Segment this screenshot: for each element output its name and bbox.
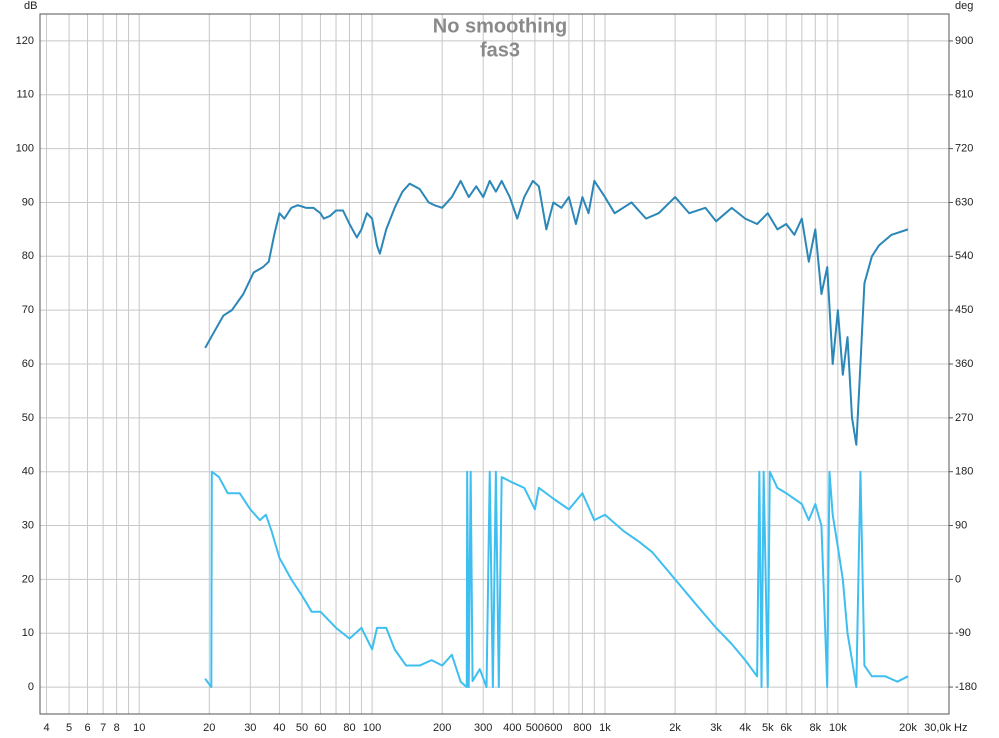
y2-tick-label: 0: [955, 573, 961, 585]
x-tick-label: 400: [503, 722, 521, 734]
x-tick-label: 200: [433, 722, 451, 734]
x-tick-label: 7: [100, 722, 106, 734]
y-tick-label: 10: [22, 627, 34, 639]
x-tick-label: 10: [133, 722, 145, 734]
y-tick-label: 80: [22, 250, 34, 262]
y-tick-label: 120: [16, 35, 34, 47]
y-tick-label: 90: [22, 196, 34, 208]
y-tick-label: 20: [22, 573, 34, 585]
x-tick-label: 300: [474, 722, 492, 734]
y-tick-label: 30: [22, 519, 34, 531]
x-tick-label: 10k: [829, 722, 847, 734]
y2-tick-label: 810: [955, 89, 973, 101]
x-tick-label: 6: [84, 722, 90, 734]
plot-lines: [204, 179, 909, 689]
x-tick-label: 4k: [739, 722, 751, 734]
y2-tick-label: 720: [955, 143, 973, 155]
x-tick-label: 40: [273, 722, 285, 734]
y-tick-label: 50: [22, 412, 34, 424]
series-line: [204, 470, 909, 689]
y-tick-label: 70: [22, 304, 34, 316]
x-tick-label: 600: [544, 722, 562, 734]
x-tick-label: 500: [526, 722, 544, 734]
x-tick-label: 20: [203, 722, 215, 734]
x-tick-label: 100: [363, 722, 381, 734]
y2-tick-label: 270: [955, 412, 973, 424]
x-tick-label: 5k: [762, 722, 774, 734]
x-axis-label: Hz: [954, 722, 967, 734]
x-tick-label: 800: [573, 722, 591, 734]
y2-tick-label: 900: [955, 35, 973, 47]
x-tick-label: 1k: [599, 722, 611, 734]
y2-tick-label: 90: [955, 519, 967, 531]
x-tick-label: 80: [343, 722, 355, 734]
chart-subtitle: fas3: [480, 39, 520, 61]
x-tick-label: 4: [43, 722, 49, 734]
x-tick-label: 5: [66, 722, 72, 734]
y2-tick-label: 630: [955, 196, 973, 208]
y-tick-label: 100: [16, 143, 34, 155]
x-tick-label: 8: [114, 722, 120, 734]
x-tick-label: 60: [314, 722, 326, 734]
x-tick-label: 6k: [780, 722, 792, 734]
y-tick-label: 60: [22, 358, 34, 370]
y-tick-label: 110: [16, 89, 34, 101]
y2-tick-label: 180: [955, 466, 973, 478]
x-tick-label: 20k: [899, 722, 917, 734]
y2-tick-label: 360: [955, 358, 973, 370]
y2-tick-label: 540: [955, 250, 973, 262]
y-tick-label: 0: [28, 681, 34, 693]
y-tick-label: 40: [22, 466, 34, 478]
x-tick-label: 3k: [710, 722, 722, 734]
chart-title: No smoothing: [433, 15, 567, 37]
y2-tick-label: 450: [955, 304, 973, 316]
x-tick-label: 30: [244, 722, 256, 734]
y2-tick-label: -180: [955, 681, 977, 693]
y2-axis-label: deg: [955, 0, 973, 12]
x-tick-label: 8k: [810, 722, 822, 734]
x-tick-label: 30,0k: [924, 722, 951, 734]
x-tick-label: 50: [296, 722, 308, 734]
y2-tick-label: -90: [955, 627, 971, 639]
grid: [40, 14, 950, 714]
y-axis-label: dB: [24, 0, 37, 12]
series-line: [204, 179, 909, 446]
x-tick-label: 2k: [669, 722, 681, 734]
